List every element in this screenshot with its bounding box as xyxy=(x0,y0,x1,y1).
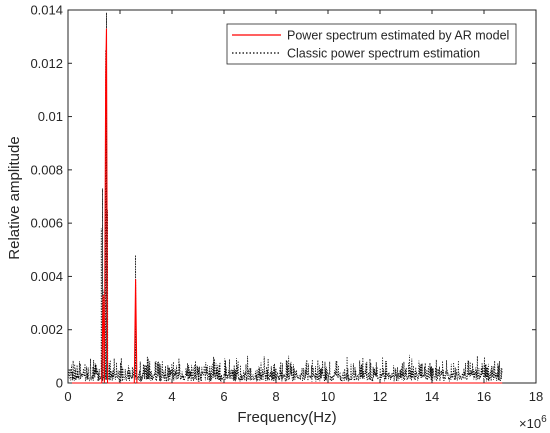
x-axis-exponent-power: 6 xyxy=(541,414,547,425)
y-tick-label: 0.008 xyxy=(30,162,63,177)
axes-box xyxy=(67,9,537,384)
y-axis-label: Relative amplitude xyxy=(6,136,23,259)
x-tick-label: 2 xyxy=(116,389,123,404)
x-axis-exponent: ×106 xyxy=(519,414,547,431)
y-tick-label: 0.002 xyxy=(30,322,63,337)
x-axis-exponent-base: ×10 xyxy=(519,416,541,431)
legend: Power spectrum estimated by AR model Cla… xyxy=(226,23,517,65)
x-tick-label: 12 xyxy=(373,389,387,404)
x-tick-label: 10 xyxy=(321,389,335,404)
ticks-layer: 0 2 4 6 8 10 12 14 16 18 0 0.002 0.004 0.006 0.008 0.01… xyxy=(30,3,543,405)
y-tick-label: 0 xyxy=(56,376,63,391)
x-tick-label: 14 xyxy=(425,389,439,404)
y-tick-label: 0.004 xyxy=(30,269,63,284)
y-tick-label: 0.014 xyxy=(30,3,63,18)
series-layer xyxy=(67,12,503,384)
plot-area: 0 2 4 6 8 10 12 14 16 18 0 0.002 0.004 0.006 0.008 0.01… xyxy=(30,3,543,405)
x-tick-label: 18 xyxy=(529,389,543,404)
legend-label-ar: Power spectrum estimated by AR model xyxy=(287,29,509,43)
x-tick-label: 8 xyxy=(272,389,279,404)
x-tick-label: 16 xyxy=(477,389,491,404)
x-tick-label: 4 xyxy=(168,389,175,404)
series-ar-line xyxy=(68,28,503,384)
series-classic-line xyxy=(67,12,503,383)
x-tick-label: 0 xyxy=(64,389,71,404)
y-tick-label: 0.01 xyxy=(38,109,63,124)
x-axis-label: Frequency(Hz) xyxy=(237,409,336,426)
x-tick-label: 6 xyxy=(220,389,227,404)
y-tick-label: 0.006 xyxy=(30,216,63,231)
legend-box xyxy=(226,23,517,65)
legend-label-classic: Classic power spectrum estimation xyxy=(287,47,480,61)
y-tick-label: 0.012 xyxy=(30,56,63,71)
